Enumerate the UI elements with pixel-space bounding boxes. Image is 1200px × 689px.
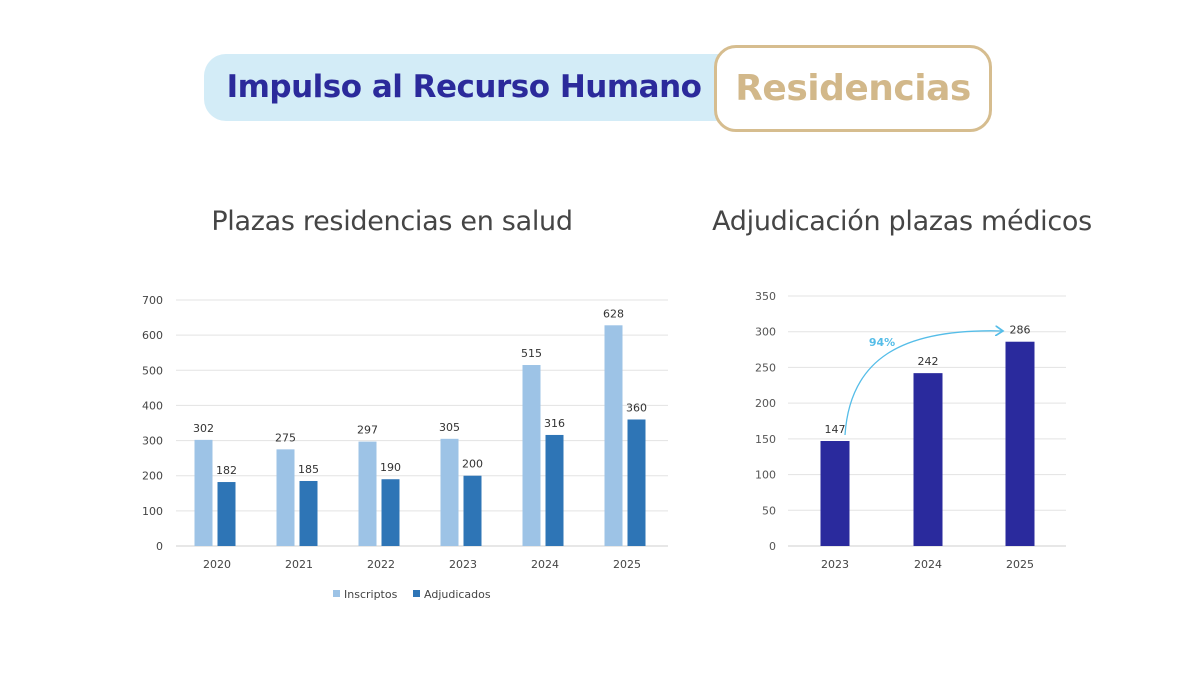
y-tick-label: 200 — [142, 470, 163, 483]
data-label: 515 — [521, 347, 542, 360]
data-label: 628 — [603, 307, 624, 320]
x-tick-label: 2022 — [367, 558, 395, 571]
y-tick-label: 300 — [755, 326, 776, 339]
legend-swatch — [413, 590, 420, 597]
header-badge: Residencias — [714, 45, 992, 132]
bar-adjudicados — [463, 475, 482, 546]
y-tick-label: 150 — [755, 433, 776, 446]
y-tick-label: 600 — [142, 329, 163, 342]
bar-medicos — [913, 373, 943, 546]
y-tick-label: 500 — [142, 364, 163, 377]
chart-title-left: Plazas residencias en salud — [211, 206, 573, 237]
bar-medicos — [1005, 341, 1035, 546]
y-tick-label: 200 — [755, 397, 776, 410]
legend-label: Inscriptos — [344, 588, 398, 601]
y-tick-label: 400 — [142, 399, 163, 412]
header-pill — [204, 54, 744, 121]
data-label: 182 — [216, 464, 237, 477]
y-tick-label: 50 — [762, 504, 776, 517]
data-label: 302 — [193, 422, 214, 435]
x-tick-label: 2024 — [914, 558, 942, 571]
y-tick-label: 100 — [755, 469, 776, 482]
x-tick-label: 2023 — [821, 558, 849, 571]
x-tick-label: 2025 — [1006, 558, 1034, 571]
data-label: 305 — [439, 421, 460, 434]
x-tick-label: 2023 — [449, 558, 477, 571]
bar-inscriptos — [276, 449, 295, 546]
data-label: 242 — [918, 355, 939, 368]
data-label: 286 — [1010, 324, 1031, 337]
x-tick-label: 2020 — [203, 558, 231, 571]
data-label: 297 — [357, 424, 378, 437]
bar-adjudicados — [299, 480, 318, 546]
bar-adjudicados — [627, 419, 646, 546]
data-label: 190 — [380, 461, 401, 474]
data-label: 185 — [298, 463, 319, 476]
y-tick-label: 0 — [769, 540, 776, 553]
y-tick-label: 350 — [755, 290, 776, 303]
bar-inscriptos — [194, 439, 213, 546]
bar-inscriptos — [358, 441, 377, 546]
y-tick-label: 300 — [142, 435, 163, 448]
y-tick-label: 100 — [142, 505, 163, 518]
y-tick-label: 0 — [156, 540, 163, 553]
x-tick-label: 2024 — [531, 558, 559, 571]
data-label: 200 — [462, 458, 483, 471]
growth-arrow — [844, 331, 1003, 436]
bar-inscriptos — [440, 438, 459, 546]
y-tick-label: 700 — [142, 294, 163, 307]
legend-label: Adjudicados — [424, 588, 491, 601]
bar-inscriptos — [522, 365, 541, 546]
chart-title-right: Adjudicación plazas médicos — [712, 206, 1092, 237]
data-label: 147 — [825, 423, 846, 436]
x-tick-label: 2021 — [285, 558, 313, 571]
data-label: 275 — [275, 431, 296, 444]
bar-adjudicados — [545, 434, 564, 546]
data-label: 316 — [544, 417, 565, 430]
bar-medicos — [820, 441, 850, 546]
bar-inscriptos — [604, 325, 623, 546]
y-tick-label: 250 — [755, 361, 776, 374]
data-label: 360 — [626, 401, 647, 414]
bar-adjudicados — [217, 482, 236, 546]
header-title: Impulso al Recurso Humano — [226, 69, 702, 105]
bar-adjudicados — [381, 479, 400, 546]
growth-annotation: 94% — [869, 336, 895, 349]
legend-swatch — [333, 590, 340, 597]
x-tick-label: 2025 — [613, 558, 641, 571]
